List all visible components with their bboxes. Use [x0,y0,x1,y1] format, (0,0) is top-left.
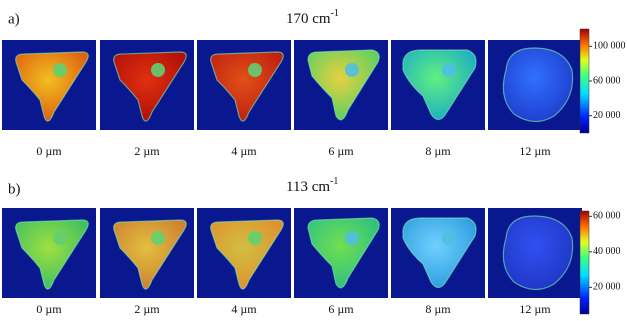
panel-title: 113 cm-1 [286,176,338,195]
map-image [100,40,194,130]
colorbar-tick-label: 100 000 [593,41,626,52]
image-caption: 6 µm [328,302,354,316]
map-image [100,208,194,298]
map-image [391,40,485,130]
crystal-hole [442,231,456,245]
colorbar-tick-label: 60 000 [593,211,621,222]
colorbar-tick-label: 60 000 [593,75,621,86]
map-image [391,208,485,298]
image-caption: 4 µm [231,302,257,316]
title-text: 170 cm [286,11,331,27]
image-caption: 4 µm [231,144,257,158]
crystal [113,51,187,122]
crystal-hole [248,63,262,77]
crystal [307,217,380,289]
crystal-hole [248,231,262,245]
crystal-hole [151,231,165,245]
title-superscript: -1 [330,176,338,187]
colorbar-tick-label: 40 000 [593,246,621,257]
title-text: 113 cm [286,179,330,195]
map-image [197,40,291,130]
crystal [15,219,89,290]
panel-label: b) [8,181,21,197]
crystal [210,51,284,122]
crystal [113,219,187,290]
map-image [488,40,582,130]
colorbar-tick-label: 20 000 [593,110,621,121]
crystal [210,219,284,290]
image-caption: 12 µm [519,144,551,158]
title-superscript: -1 [331,8,339,19]
map-image [2,208,96,298]
image-caption: 8 µm [425,144,451,158]
crystal [402,49,477,121]
crystal [15,51,89,122]
crystal-hole [53,231,67,245]
map-image [2,40,96,130]
crystal [307,49,380,121]
image-caption: 0 µm [36,302,62,316]
panel-title: 170 cm-1 [286,8,339,27]
colorbar [579,28,590,134]
crystal-hole [345,63,359,77]
crystal [502,47,574,123]
colorbar [579,210,590,315]
map-image [488,208,582,298]
colorbar-tick-label: 20 000 [593,282,621,293]
map-image [294,208,388,298]
crystal [502,215,574,291]
image-caption: 6 µm [328,144,354,158]
map-image [294,40,388,130]
crystal-hole [151,63,165,77]
image-caption: 2 µm [134,302,160,316]
crystal [402,217,477,289]
image-caption: 12 µm [519,302,551,316]
image-caption: 2 µm [134,144,160,158]
map-image [197,208,291,298]
image-caption: 8 µm [425,302,451,316]
panel-label: a) [8,11,20,27]
crystal-hole [53,63,67,77]
crystal-hole [345,231,359,245]
crystal-hole [442,63,456,77]
image-caption: 0 µm [36,144,62,158]
